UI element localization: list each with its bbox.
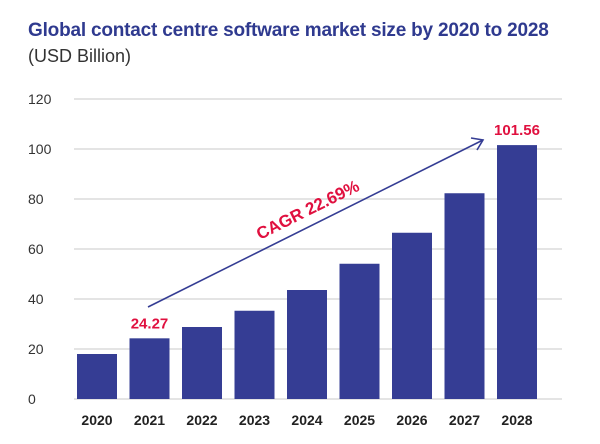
- data-label: 24.27: [131, 315, 169, 332]
- y-tick-label: 20: [28, 341, 44, 357]
- y-tick-label: 80: [28, 191, 44, 207]
- x-tick-label: 2022: [186, 412, 217, 428]
- cagr-label: CAGR 22.69%: [253, 176, 362, 243]
- x-tick-label: 2026: [396, 412, 427, 428]
- chart-subtitle: (USD Billion): [28, 46, 132, 66]
- arrow-head-icon: [470, 137, 485, 151]
- y-tick-label: 0: [28, 391, 36, 407]
- y-tick-label: 40: [28, 291, 44, 307]
- bar-2024: [287, 290, 327, 399]
- x-tick-label: 2025: [344, 412, 375, 428]
- chart-title: Global contact centre software market si…: [28, 20, 549, 41]
- x-tick-label: 2027: [449, 412, 480, 428]
- x-tick-label: 2023: [239, 412, 270, 428]
- bar-2020: [77, 354, 117, 399]
- bar-2025: [339, 263, 380, 399]
- bar-2022: [182, 327, 222, 399]
- bar-2028: [497, 145, 537, 399]
- y-tick-label: 100: [28, 141, 52, 157]
- x-tick-label: 2024: [291, 412, 322, 428]
- x-tick-label: 2020: [81, 412, 112, 428]
- x-tick-label: 2028: [501, 412, 532, 428]
- bar-2027: [444, 193, 485, 399]
- bar-2023: [234, 310, 275, 399]
- bar-2021: [129, 338, 170, 399]
- data-label: 101.56: [494, 122, 540, 139]
- cagr-arrow: [147, 139, 484, 308]
- y-tick-label: 60: [28, 241, 44, 257]
- bar-2026: [392, 232, 432, 399]
- x-tick-label: 2021: [134, 412, 165, 428]
- y-tick-label: 120: [28, 91, 52, 107]
